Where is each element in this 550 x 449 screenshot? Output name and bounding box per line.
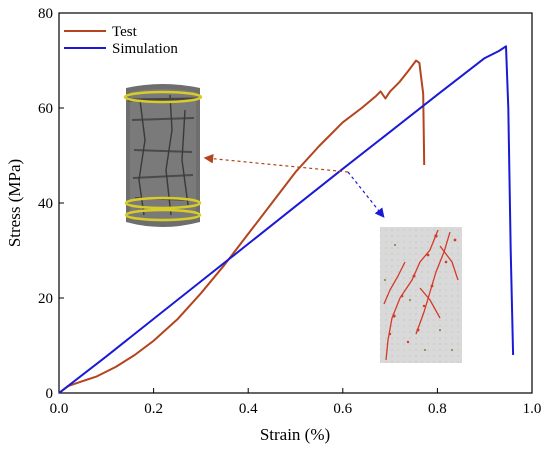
series-layer [58,45,515,394]
legend: Test Simulation [64,24,178,57]
simulation-pattern-arrow [347,171,385,218]
x-tick-label: 0.2 [144,401,163,417]
x-axis-ticks: 0.0 0.2 0.4 0.6 0.8 1.0 [50,388,542,417]
x-tick-label: 0.8 [428,401,447,417]
simulation-crack-pattern [380,227,462,363]
series-line-test [58,59,426,394]
series-line-simulation [58,45,515,394]
test-specimen-photo [123,84,203,227]
y-axis-ticks: 0 20 40 60 80 [38,6,64,402]
x-tick-label: 0.6 [333,401,352,417]
y-tick-label: 60 [38,101,53,117]
legend-simulation-label: Simulation [112,41,178,57]
y-axis-title: Stress (MPa) [5,159,24,247]
x-tick-label: 1.0 [523,401,542,417]
y-tick-label: 0 [46,386,54,402]
test-photo-arrow [203,153,349,173]
y-tick-label: 80 [38,6,53,22]
y-tick-label: 20 [38,291,53,307]
y-tick-label: 40 [38,196,53,212]
legend-test-label: Test [112,24,138,40]
x-tick-label: 0.4 [239,401,258,417]
x-tick-label: 0.0 [50,401,69,417]
x-axis-title: Strain (%) [260,425,330,444]
